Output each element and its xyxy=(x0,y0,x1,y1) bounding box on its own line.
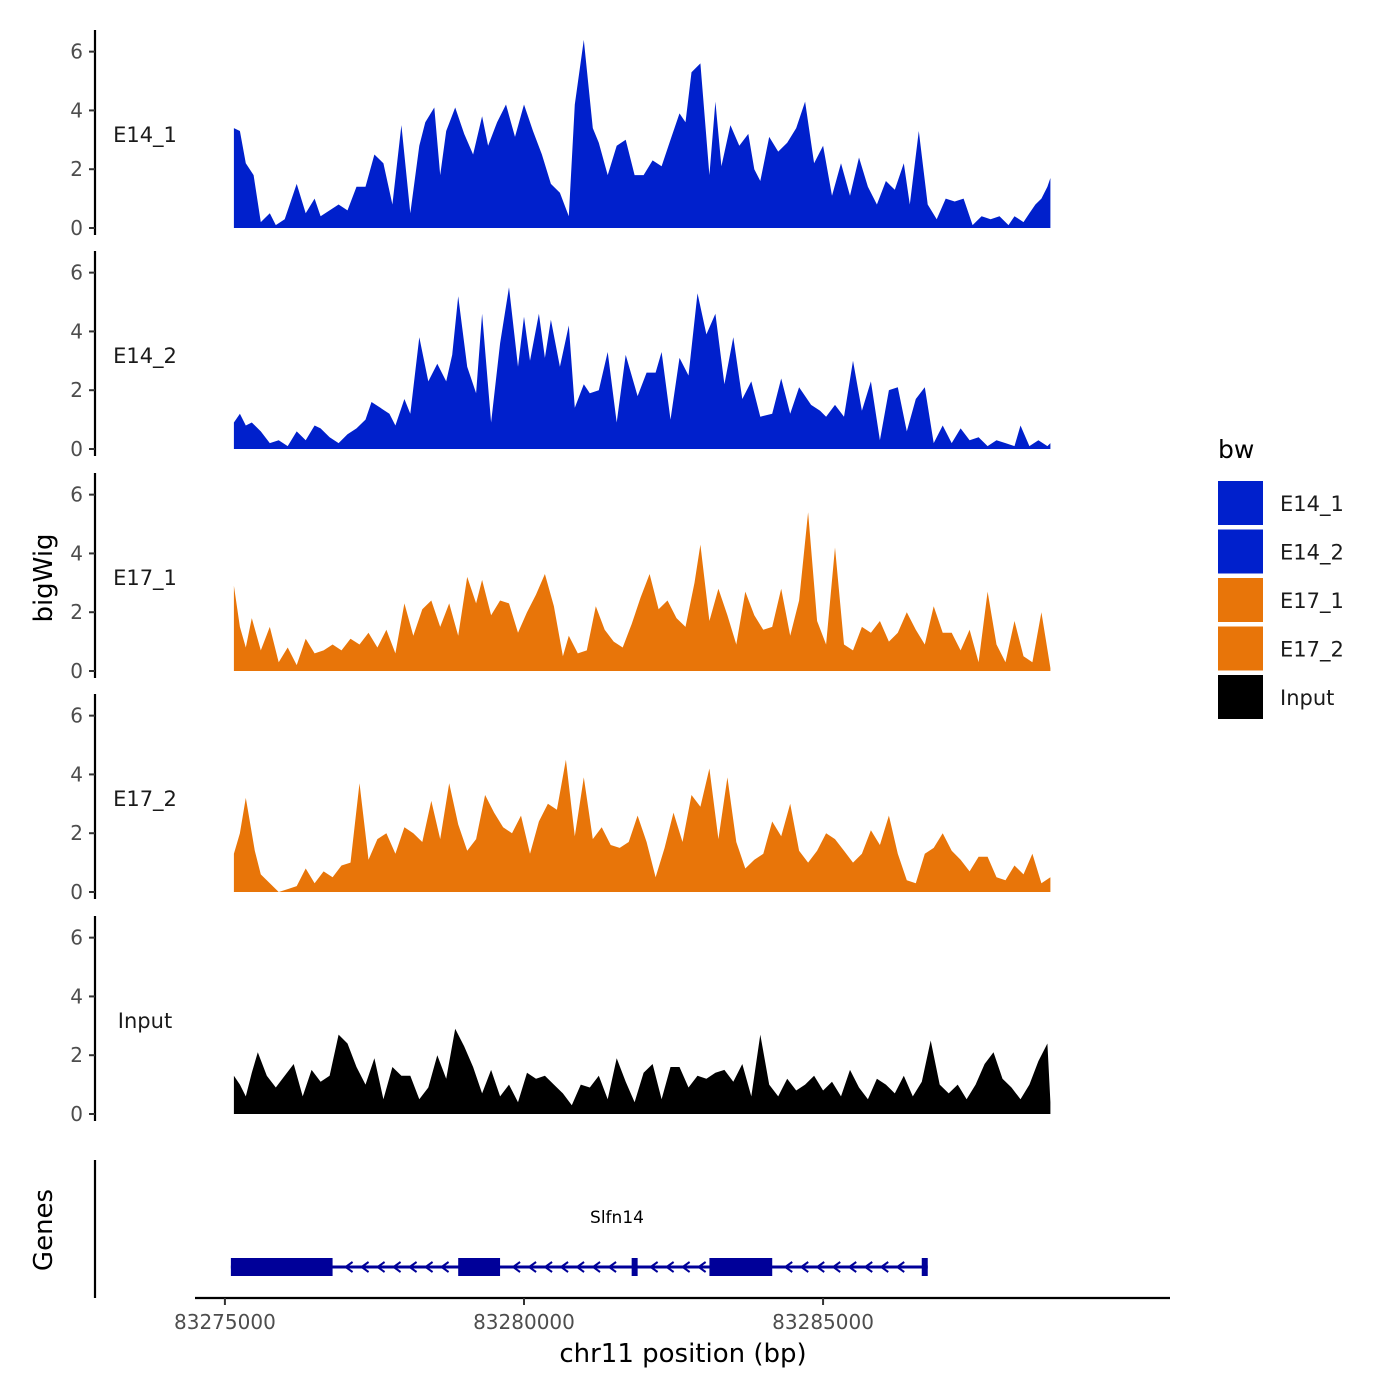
legend-swatch xyxy=(1218,626,1263,671)
legend-item-E17_1: E17_1 xyxy=(1218,578,1344,622)
strand-arrow xyxy=(863,1261,873,1273)
track-label: E14_2 xyxy=(113,344,177,369)
y-tick-label: 0 xyxy=(70,216,83,240)
strand-arrow xyxy=(543,1261,553,1273)
y-tick-label: 4 xyxy=(70,762,83,786)
x-tick-label: 83280000 xyxy=(473,1310,575,1334)
y-tick-label: 2 xyxy=(70,600,83,624)
legend-label: E14_1 xyxy=(1280,492,1344,517)
y-tick-label: 6 xyxy=(70,704,83,728)
y-tick-label: 6 xyxy=(70,483,83,507)
x-tick-label: 83285000 xyxy=(772,1310,874,1334)
x-tick-label: 83275000 xyxy=(174,1310,276,1334)
strand-arrow xyxy=(815,1261,825,1273)
legend-title: bw xyxy=(1218,435,1254,464)
strand-arrow xyxy=(591,1261,601,1273)
signal-area-Input xyxy=(233,1028,1051,1114)
y-tick-label: 0 xyxy=(70,437,83,461)
legend-swatch xyxy=(1218,675,1263,719)
strand-arrow xyxy=(879,1261,889,1273)
strand-arrow xyxy=(696,1261,707,1273)
genes-axis-title: Genes xyxy=(29,1189,59,1271)
strand-arrow xyxy=(511,1261,521,1273)
legend-item-E17_2: E17_2 xyxy=(1218,626,1344,671)
strand-arrow xyxy=(831,1261,841,1273)
legend-label: E17_1 xyxy=(1280,589,1344,614)
y-tick-label: 0 xyxy=(70,659,83,683)
strand-arrow xyxy=(391,1261,402,1273)
track-label: E14_1 xyxy=(113,123,177,148)
strand-arrow xyxy=(799,1261,809,1273)
strand-arrow xyxy=(575,1261,585,1273)
y-tick-label: 0 xyxy=(70,880,83,904)
track-label: E17_2 xyxy=(113,787,177,812)
gene-exon xyxy=(230,1258,333,1276)
strand-arrow xyxy=(680,1261,691,1273)
signal-area-E17_1 xyxy=(233,512,1051,671)
legend-label: E17_2 xyxy=(1280,638,1344,663)
strand-arrow xyxy=(648,1261,659,1273)
y-tick-label: 2 xyxy=(70,821,83,845)
y-tick-label: 6 xyxy=(70,926,83,950)
legend-label: Input xyxy=(1280,686,1334,710)
y-tick-label: 2 xyxy=(70,378,83,402)
strand-arrow xyxy=(343,1261,354,1273)
strand-arrow xyxy=(375,1261,386,1273)
strand-arrow xyxy=(607,1261,617,1273)
legend-label: E14_2 xyxy=(1280,541,1344,566)
y-axis-title: bigWig xyxy=(29,533,59,622)
gene-panel: Slfn14 xyxy=(93,1160,928,1298)
x-axis: 83275000 83280000 83285000 xyxy=(174,1296,1170,1334)
gene-exon xyxy=(458,1258,501,1276)
gene-exon xyxy=(709,1258,773,1276)
track-E17_2: 0 2 4 6 E17_2 xyxy=(70,694,1051,904)
strand-arrow xyxy=(423,1261,434,1273)
strand-arrow xyxy=(439,1261,450,1273)
y-tick-label: 2 xyxy=(70,157,83,181)
gene-exon xyxy=(631,1258,638,1276)
track-label: Input xyxy=(118,1009,172,1033)
y-tick-label: 4 xyxy=(70,319,83,343)
y-tick-label: 0 xyxy=(70,1102,83,1126)
legend-swatch xyxy=(1218,481,1263,525)
y-tick-label: 4 xyxy=(70,98,83,122)
gene-exon xyxy=(921,1258,928,1276)
legend-item-E14_1: E14_1 xyxy=(1218,481,1344,525)
signal-area-E17_2 xyxy=(233,759,1051,892)
strand-arrow xyxy=(359,1261,370,1273)
legend-item-E14_2: E14_2 xyxy=(1218,529,1344,574)
track-E14_2: 0 2 4 6 E14_2 xyxy=(70,251,1051,461)
legend-swatch xyxy=(1218,578,1263,622)
signal-area-E14_2 xyxy=(233,287,1051,449)
track-Input: 0 2 4 6 Input xyxy=(70,916,1051,1126)
strand-arrow xyxy=(527,1261,537,1273)
strand-arrow xyxy=(895,1261,905,1273)
y-tick-label: 6 xyxy=(70,40,83,64)
track-label: E17_1 xyxy=(113,566,177,591)
signal-tracks: 0 2 4 6 E14_1 0 2 4 6 E14_2 0 2 4 6 E17_1 0 2 4 6 E17_2 0 2 4 6… xyxy=(70,30,1051,1126)
strand-arrow xyxy=(407,1261,418,1273)
y-tick-label: 4 xyxy=(70,984,83,1008)
y-tick-label: 4 xyxy=(70,541,83,565)
x-axis-title: chr11 position (bp) xyxy=(559,1339,806,1369)
gene-name-label: Slfn14 xyxy=(590,1208,644,1228)
strand-arrow xyxy=(847,1261,857,1273)
signal-area-E14_1 xyxy=(233,39,1051,229)
track-E17_1: 0 2 4 6 E17_1 xyxy=(70,473,1051,683)
y-tick-label: 6 xyxy=(70,261,83,285)
legend-swatch xyxy=(1218,529,1263,574)
track-E14_1: 0 2 4 6 E14_1 xyxy=(70,30,1051,240)
strand-arrow xyxy=(783,1261,793,1273)
strand-arrow xyxy=(664,1261,675,1273)
legend: bw E14_1 E14_2 E17_1 E17_2 Input xyxy=(1218,435,1344,719)
strand-arrow xyxy=(559,1261,569,1273)
y-tick-label: 2 xyxy=(70,1043,83,1067)
legend-item-Input: Input xyxy=(1218,675,1334,719)
